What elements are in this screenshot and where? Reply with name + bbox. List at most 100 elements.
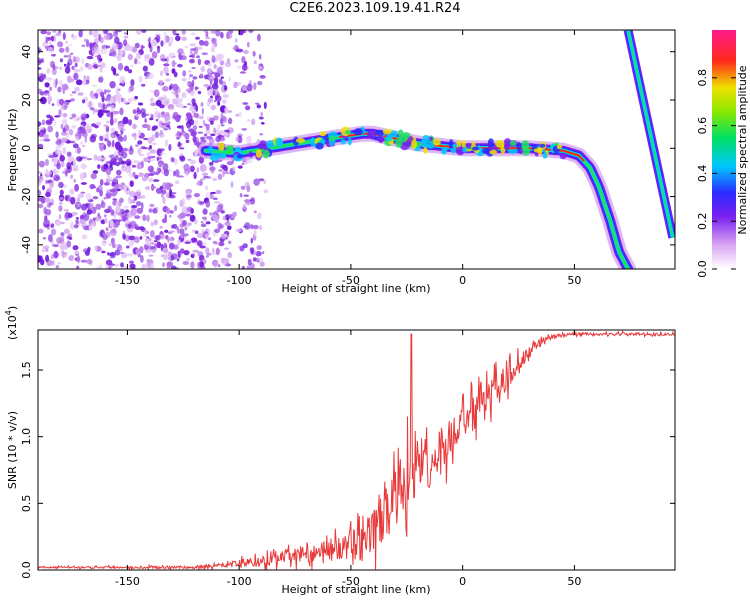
- noise-speckle: [146, 258, 150, 263]
- noise-speckle: [103, 214, 107, 218]
- noise-speckle: [42, 185, 45, 191]
- noise-speckle: [135, 200, 142, 207]
- noise-speckle: [109, 188, 116, 193]
- noise-speckle: [190, 160, 196, 165]
- noise-speckle: [54, 162, 58, 166]
- noise-speckle: [220, 257, 225, 264]
- noise-speckle: [154, 131, 159, 139]
- noise-speckle: [110, 237, 115, 245]
- noise-speckle: [61, 137, 67, 143]
- noise-speckle: [191, 53, 195, 59]
- noise-speckle: [190, 261, 195, 269]
- noise-speckle: [169, 210, 174, 214]
- noise-speckle: [112, 218, 118, 222]
- noise-speckle: [200, 66, 205, 72]
- noise-speckle: [194, 149, 198, 157]
- noise-speckle: [237, 81, 242, 86]
- noise-speckle: [83, 226, 90, 231]
- noise-speckle: [43, 206, 47, 215]
- noise-speckle: [242, 49, 249, 54]
- noise-speckle: [51, 103, 55, 106]
- noise-speckle: [102, 103, 106, 111]
- noise-speckle: [194, 218, 198, 225]
- noise-speckle: [235, 228, 243, 233]
- noise-speckle: [40, 196, 46, 204]
- ridge-blob: [398, 129, 404, 139]
- noise-speckle: [162, 196, 166, 205]
- noise-speckle: [168, 85, 172, 91]
- noise-speckle: [38, 228, 44, 234]
- noise-speckle: [185, 189, 192, 197]
- colorbar-gradient: [712, 30, 736, 269]
- noise-speckle: [238, 30, 244, 36]
- noise-speckle: [168, 214, 172, 218]
- noise-speckle: [161, 245, 168, 249]
- noise-speckle: [104, 164, 109, 167]
- noise-speckle: [206, 252, 212, 256]
- noise-speckle: [257, 33, 261, 42]
- noise-speckle: [259, 261, 265, 267]
- noise-speckle: [235, 113, 240, 117]
- noise-speckle: [205, 200, 211, 208]
- noise-speckle: [96, 266, 101, 269]
- ridge-blob: [508, 149, 518, 155]
- noise-speckle: [45, 121, 53, 124]
- noise-speckle: [154, 110, 161, 118]
- noise-speckle: [48, 39, 52, 46]
- noise-speckle: [197, 58, 202, 66]
- noise-speckle: [73, 72, 79, 81]
- ridge-blob: [377, 133, 384, 143]
- noise-speckle: [205, 36, 211, 40]
- noise-speckle: [38, 88, 43, 94]
- noise-speckle: [139, 246, 144, 254]
- noise-speckle: [150, 248, 157, 252]
- noise-speckle: [134, 113, 141, 118]
- noise-speckle: [56, 144, 62, 149]
- noise-speckle: [60, 161, 65, 168]
- noise-speckle: [259, 133, 264, 136]
- ridge-blob: [487, 138, 494, 148]
- noise-speckle: [124, 65, 130, 72]
- noise-speckle: [149, 113, 153, 116]
- noise-speckle: [62, 113, 68, 118]
- noise-speckle: [127, 97, 133, 103]
- noise-speckle: [255, 102, 260, 105]
- noise-speckle: [103, 89, 107, 95]
- noise-speckle: [97, 60, 102, 64]
- noise-speckle: [213, 64, 217, 69]
- noise-speckle: [115, 162, 120, 167]
- noise-speckle: [193, 112, 199, 118]
- ridge-blob: [462, 147, 467, 153]
- noise-speckle: [117, 62, 124, 71]
- noise-speckle: [78, 116, 82, 119]
- noise-speckle: [223, 261, 227, 267]
- ridge-blob: [509, 140, 517, 146]
- noise-speckle: [189, 165, 195, 173]
- noise-speckle: [210, 133, 216, 137]
- noise-speckle: [96, 187, 100, 193]
- ridge-blob: [259, 140, 267, 148]
- noise-speckle: [122, 215, 127, 222]
- noise-speckle: [207, 97, 213, 103]
- noise-speckle: [82, 116, 85, 120]
- noise-speckle: [69, 188, 75, 195]
- noise-speckle: [164, 37, 167, 45]
- colorbar: 0.0 0.2 0.4 0.6 0.8 Normalized spectral ampl…: [696, 30, 749, 278]
- noise-speckle: [105, 227, 109, 232]
- noise-speckle: [253, 60, 257, 65]
- noise-speckle: [142, 147, 149, 150]
- noise-speckle: [206, 136, 213, 140]
- noise-speckle: [63, 168, 67, 171]
- noise-speckle: [263, 101, 267, 110]
- noise-speckle: [250, 224, 254, 230]
- noise-speckle: [220, 112, 224, 120]
- noise-speckle: [104, 98, 109, 102]
- noise-speckle: [249, 262, 255, 269]
- noise-speckle: [74, 183, 79, 192]
- noise-speckle: [190, 32, 196, 36]
- noise-speckle: [198, 125, 203, 128]
- noise-speckle: [199, 73, 204, 79]
- noise-speckle: [237, 165, 243, 169]
- ridge-blob: [315, 142, 324, 150]
- noise-speckle: [87, 64, 93, 70]
